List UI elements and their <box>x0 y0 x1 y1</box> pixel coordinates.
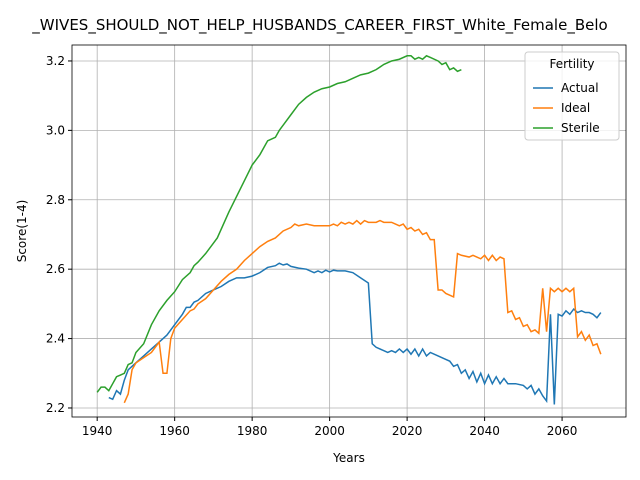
y-tick-label: 3.2 <box>46 54 65 68</box>
legend-label: Ideal <box>561 101 590 115</box>
line-series <box>123 219 602 404</box>
y-tick-label: 2.4 <box>46 332 65 346</box>
legend-title: Fertility <box>549 57 594 71</box>
legend-label: Sterile <box>561 121 600 135</box>
x-axis-label: Years <box>332 451 365 465</box>
legend: Fertility Actual Ideal Sterile <box>524 51 620 141</box>
x-tick-label: 2020 <box>392 424 423 438</box>
line-series <box>96 54 462 393</box>
x-tick-label: 1980 <box>237 424 268 438</box>
chart-title: _WIVES_SHOULD_NOT_HELP_HUSBANDS_CAREER_F… <box>31 16 607 35</box>
x-tick-label: 2040 <box>469 424 500 438</box>
y-tick-label: 2.8 <box>46 193 65 207</box>
y-tick-label: 3.0 <box>46 123 65 137</box>
line-series <box>108 262 602 405</box>
plot-frame <box>71 44 627 418</box>
y-tick-label: 2.6 <box>46 262 65 276</box>
x-tick-label: 1940 <box>82 424 113 438</box>
legend-label: Actual <box>561 81 599 95</box>
y-tick-label: 2.2 <box>46 401 65 415</box>
x-tick-label: 2060 <box>547 424 578 438</box>
x-tick-label: 2000 <box>314 424 345 438</box>
y-axis-label: Score(1-4) <box>15 200 29 263</box>
x-tick-label: 1960 <box>159 424 190 438</box>
legend-box <box>524 51 620 141</box>
